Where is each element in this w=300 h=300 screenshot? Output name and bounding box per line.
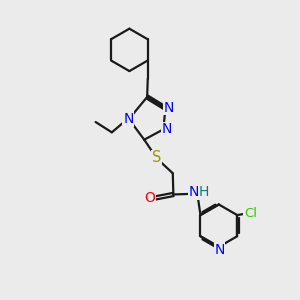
Text: Cl: Cl — [244, 207, 257, 220]
Text: N: N — [189, 185, 199, 199]
Text: N: N — [123, 112, 134, 126]
Text: N: N — [214, 243, 225, 257]
Text: O: O — [144, 191, 155, 205]
Text: S: S — [152, 151, 161, 166]
Text: N: N — [164, 100, 174, 115]
Text: H: H — [199, 185, 209, 199]
Text: N: N — [162, 122, 172, 136]
